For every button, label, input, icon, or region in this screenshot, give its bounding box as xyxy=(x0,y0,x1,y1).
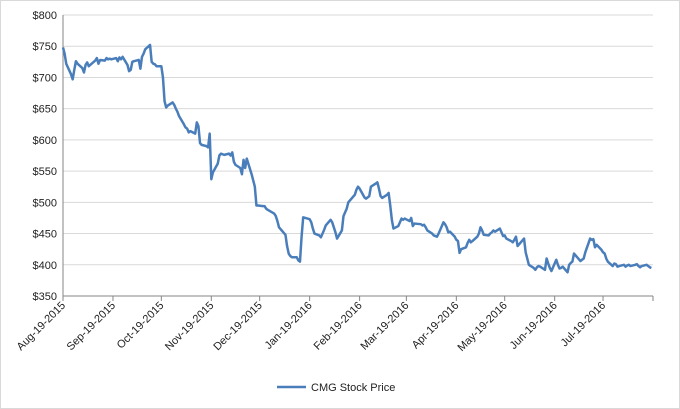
y-tick-label: $700 xyxy=(33,72,57,84)
y-tick-label: $650 xyxy=(33,104,57,116)
y-tick-label: $600 xyxy=(33,135,57,147)
price-line xyxy=(61,43,652,274)
legend-label: CMG Stock Price xyxy=(311,382,395,394)
y-tick-label: $350 xyxy=(33,291,57,303)
y-tick-label: $450 xyxy=(33,229,57,241)
y-tick-label: $800 xyxy=(33,10,57,22)
y-tick-label: $550 xyxy=(33,166,57,178)
y-tick-label: $400 xyxy=(33,260,57,272)
y-tick-label: $500 xyxy=(33,197,57,209)
y-tick-label: $750 xyxy=(33,41,57,53)
